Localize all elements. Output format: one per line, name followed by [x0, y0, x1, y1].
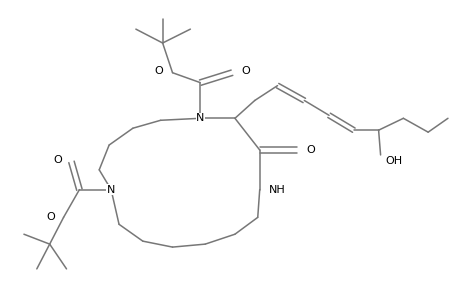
Text: O: O	[155, 66, 163, 76]
Text: NH: NH	[268, 184, 285, 195]
Text: N: N	[196, 113, 204, 123]
Text: N: N	[106, 184, 115, 195]
Text: O: O	[241, 66, 249, 76]
Text: O: O	[306, 145, 314, 155]
Text: O: O	[46, 212, 55, 222]
Text: O: O	[54, 155, 62, 165]
Text: OH: OH	[385, 156, 402, 166]
